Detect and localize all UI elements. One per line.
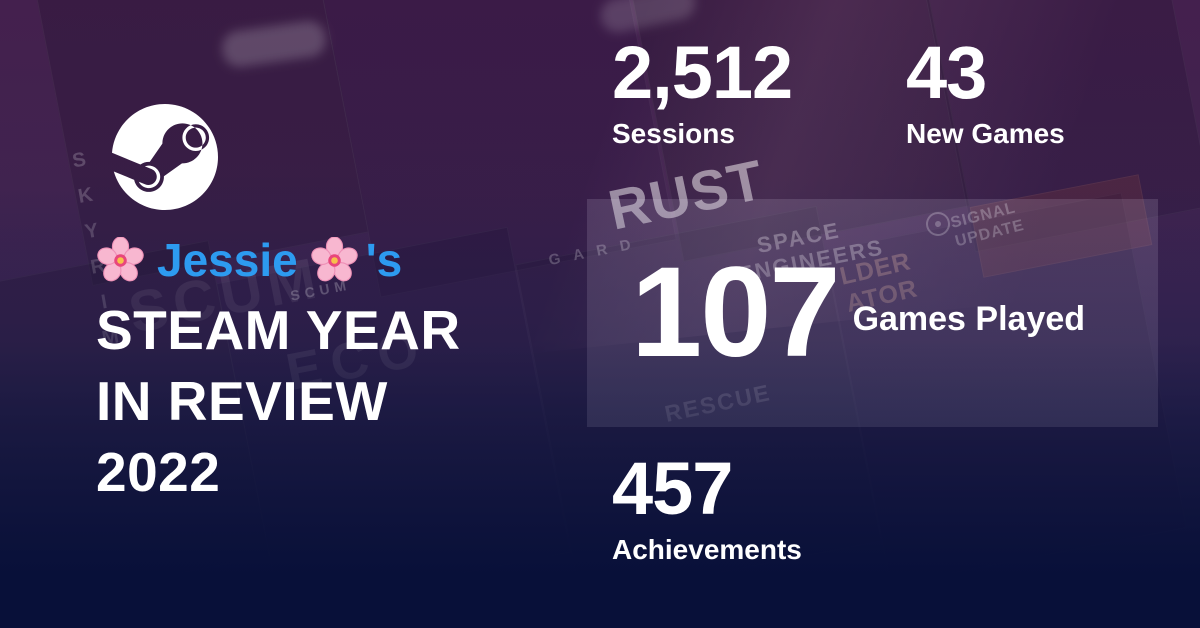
page-title: STEAM YEAR IN REVIEW 2022: [96, 295, 461, 508]
username-possessive: 's: [365, 234, 403, 286]
sessions-value: 2,512: [612, 31, 793, 114]
cherry-blossom-icon: [310, 236, 358, 281]
username: Jessie: [157, 234, 298, 286]
sessions-label: Sessions: [612, 117, 735, 149]
stat-achievements: 457 Achievements: [612, 450, 802, 566]
title-line-1: STEAM YEAR: [96, 299, 461, 361]
games-played-value: 107: [631, 241, 841, 384]
steam-logo-icon: [112, 104, 218, 210]
games-played-label: Games Played: [852, 299, 1086, 338]
cherry-blossom-icon: [97, 236, 144, 281]
games-played-panel: 107 Games Played: [587, 199, 1158, 427]
stat-new-games: 43 New Games: [906, 34, 1065, 150]
title-line-2: IN REVIEW: [96, 370, 388, 432]
username-line: Jessie 's: [97, 233, 402, 287]
achievements-label: Achievements: [612, 533, 802, 565]
new-games-value: 43: [906, 31, 987, 114]
stat-sessions: 2,512 Sessions: [612, 31, 793, 150]
new-games-label: New Games: [906, 117, 1065, 149]
achievements-value: 457: [612, 447, 733, 530]
title-line-3: 2022: [96, 441, 221, 503]
